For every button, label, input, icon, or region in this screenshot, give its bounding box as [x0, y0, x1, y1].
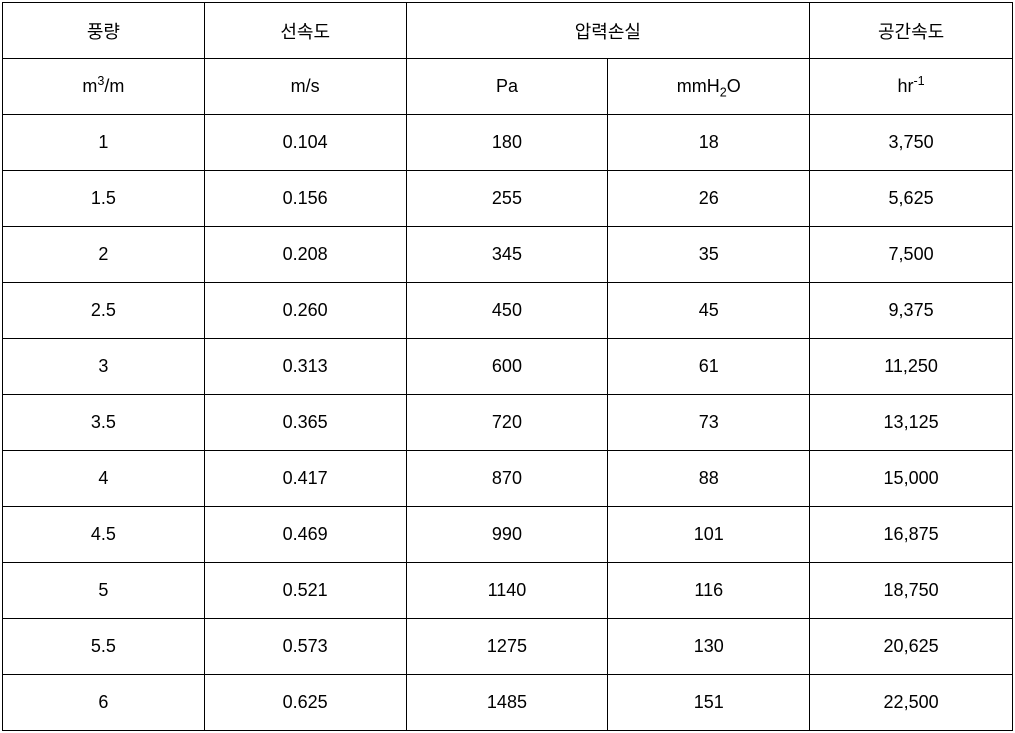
unit-pressure-mmh2o: mmH2O: [608, 59, 810, 115]
table-row: 20.208345357,500: [3, 227, 1013, 283]
table-cell: 600: [406, 339, 608, 395]
header-row-1: 풍량 선속도 압력손실 공간속도: [3, 3, 1013, 59]
table-cell: 130: [608, 619, 810, 675]
table-row: 10.104180183,750: [3, 115, 1013, 171]
table-cell: 35: [608, 227, 810, 283]
table-row: 4.50.46999010116,875: [3, 507, 1013, 563]
table-cell: 5: [3, 563, 205, 619]
table-cell: 6: [3, 675, 205, 731]
table-cell: 88: [608, 451, 810, 507]
unit-linear-velocity: m/s: [204, 59, 406, 115]
table-row: 3.50.3657207313,125: [3, 395, 1013, 451]
table-cell: 1140: [406, 563, 608, 619]
unit-flow-rate: m3/m: [3, 59, 205, 115]
table-cell: 4: [3, 451, 205, 507]
table-cell: 345: [406, 227, 608, 283]
table-cell: 0.417: [204, 451, 406, 507]
table-row: 2.50.260450459,375: [3, 283, 1013, 339]
table-cell: 0.260: [204, 283, 406, 339]
table-cell: 0.156: [204, 171, 406, 227]
data-table: 풍량 선속도 압력손실 공간속도 m3/m m/s Pa mmH2O hr-1 …: [2, 2, 1013, 731]
table-cell: 0.521: [204, 563, 406, 619]
table-cell: 3.5: [3, 395, 205, 451]
header-linear-velocity: 선속도: [204, 3, 406, 59]
table-row: 5.50.573127513020,625: [3, 619, 1013, 675]
table-cell: 116: [608, 563, 810, 619]
table-cell: 1: [3, 115, 205, 171]
table-cell: 0.313: [204, 339, 406, 395]
table-cell: 16,875: [810, 507, 1013, 563]
table-cell: 4.5: [3, 507, 205, 563]
table-cell: 0.104: [204, 115, 406, 171]
table-cell: 720: [406, 395, 608, 451]
table-cell: 15,000: [810, 451, 1013, 507]
table-cell: 0.365: [204, 395, 406, 451]
table-row: 50.521114011618,750: [3, 563, 1013, 619]
unit-space-velocity: hr-1: [810, 59, 1013, 115]
table-cell: 0.625: [204, 675, 406, 731]
table-cell: 73: [608, 395, 810, 451]
table-cell: 0.469: [204, 507, 406, 563]
table-cell: 450: [406, 283, 608, 339]
table-cell: 3,750: [810, 115, 1013, 171]
table-cell: 11,250: [810, 339, 1013, 395]
table-cell: 990: [406, 507, 608, 563]
header-flow-rate: 풍량: [3, 3, 205, 59]
table-cell: 2: [3, 227, 205, 283]
table-cell: 1485: [406, 675, 608, 731]
table-row: 60.625148515122,500: [3, 675, 1013, 731]
table-cell: 18: [608, 115, 810, 171]
table-cell: 255: [406, 171, 608, 227]
table-cell: 5,625: [810, 171, 1013, 227]
table-cell: 2.5: [3, 283, 205, 339]
table-cell: 1275: [406, 619, 608, 675]
table-cell: 9,375: [810, 283, 1013, 339]
table-cell: 61: [608, 339, 810, 395]
table-cell: 7,500: [810, 227, 1013, 283]
header-pressure-loss: 압력손실: [406, 3, 810, 59]
table-row: 30.3136006111,250: [3, 339, 1013, 395]
table-cell: 101: [608, 507, 810, 563]
table-cell: 151: [608, 675, 810, 731]
table-cell: 870: [406, 451, 608, 507]
header-space-velocity: 공간속도: [810, 3, 1013, 59]
table-cell: 18,750: [810, 563, 1013, 619]
table-cell: 13,125: [810, 395, 1013, 451]
table-cell: 26: [608, 171, 810, 227]
table-cell: 3: [3, 339, 205, 395]
unit-pressure-pa: Pa: [406, 59, 608, 115]
table-cell: 180: [406, 115, 608, 171]
table-cell: 1.5: [3, 171, 205, 227]
table-cell: 0.573: [204, 619, 406, 675]
table-row: 40.4178708815,000: [3, 451, 1013, 507]
table-cell: 20,625: [810, 619, 1013, 675]
table-cell: 0.208: [204, 227, 406, 283]
table-row: 1.50.156255265,625: [3, 171, 1013, 227]
header-row-2-units: m3/m m/s Pa mmH2O hr-1: [3, 59, 1013, 115]
table-cell: 45: [608, 283, 810, 339]
table-cell: 5.5: [3, 619, 205, 675]
table-body: 10.104180183,7501.50.156255265,62520.208…: [3, 115, 1013, 731]
table-cell: 22,500: [810, 675, 1013, 731]
